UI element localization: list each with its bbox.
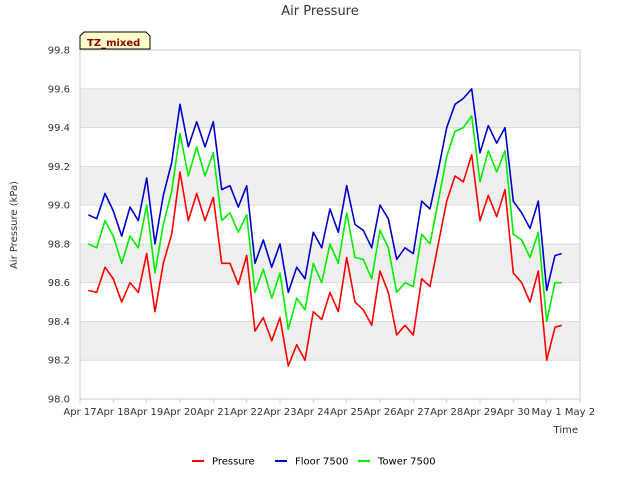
plot-border	[79, 49, 581, 400]
legend-label: Floor 7500	[295, 457, 349, 468]
legend-item-floor-7500: Floor 7500	[275, 457, 349, 468]
y-tick-label: 98.6	[48, 278, 70, 289]
grid-band	[80, 321, 580, 361]
y-tick-label: 99.0	[48, 201, 70, 212]
grid-band	[80, 166, 580, 206]
legend-label: Pressure	[212, 457, 255, 468]
x-tick-label: Apr 18	[97, 407, 130, 418]
y-tick-label: 99.8	[48, 46, 70, 57]
x-tick-label: Apr 22	[230, 407, 263, 418]
x-tick-label: Apr 23	[263, 407, 296, 418]
x-tick-labels: Apr 17 Apr 18 Apr 19 Apr 20 Apr 21 Apr 22 Apr …	[63, 399, 595, 418]
series-line-pressure	[88, 153, 562, 367]
series-line-floor-7500	[87, 88, 562, 294]
y-tick-label: 99.6	[48, 84, 70, 95]
series-line-tower-7500	[87, 115, 562, 331]
x-tick-label: Apr 17	[63, 407, 96, 418]
x-tick-label: Apr 26	[363, 407, 396, 418]
x-tick-label: Apr 25	[330, 407, 363, 418]
grid-band	[80, 243, 580, 283]
y-axis-title: Air Pressure (kPa)	[9, 181, 20, 269]
y-tick-labels: 98.0 98.2 98.4 98.6 98.8 99.0 99.2 99.4 99.6 99.8	[48, 46, 70, 406]
grid-band	[80, 88, 580, 128]
tz-mixed-badge: TZ_mixed	[79, 31, 151, 50]
legend: Pressure Floor 7500 Tower 7500	[192, 457, 436, 468]
x-tick-label: May 2	[565, 407, 595, 418]
x-tick-label: Apr 21	[197, 407, 230, 418]
y-tick-label: 99.4	[48, 123, 70, 134]
y-tick-label: 98.2	[48, 356, 70, 367]
y-tick-label: 99.2	[48, 162, 70, 173]
x-tick-label: Apr 27	[397, 407, 430, 418]
plot-background	[80, 50, 580, 399]
chart-title: Air Pressure	[281, 4, 359, 19]
badge-label: TZ_mixed	[87, 38, 140, 49]
y-tick-label: 98.0	[48, 395, 70, 406]
y-tick-label: 98.4	[48, 317, 70, 328]
badge-box	[79, 31, 151, 50]
x-tick-label: Apr 19	[130, 407, 163, 418]
x-tick-label: Apr 20	[163, 407, 196, 418]
series-lines	[87, 88, 562, 367]
x-tick-label: Apr 30	[497, 407, 530, 418]
x-tick-label: May 1	[532, 407, 562, 418]
x-axis-title: Time	[553, 425, 578, 436]
legend-item-pressure: Pressure	[192, 457, 255, 468]
grid-lines	[79, 49, 581, 400]
y-tick-label: 98.8	[48, 239, 70, 250]
x-tick-label: Apr 28	[430, 407, 463, 418]
x-tick-label: Apr 24	[297, 407, 330, 418]
legend-item-tower-7500: Tower 7500	[358, 457, 436, 468]
legend-label: Tower 7500	[377, 457, 436, 468]
x-tick-label: Apr 29	[463, 407, 496, 418]
